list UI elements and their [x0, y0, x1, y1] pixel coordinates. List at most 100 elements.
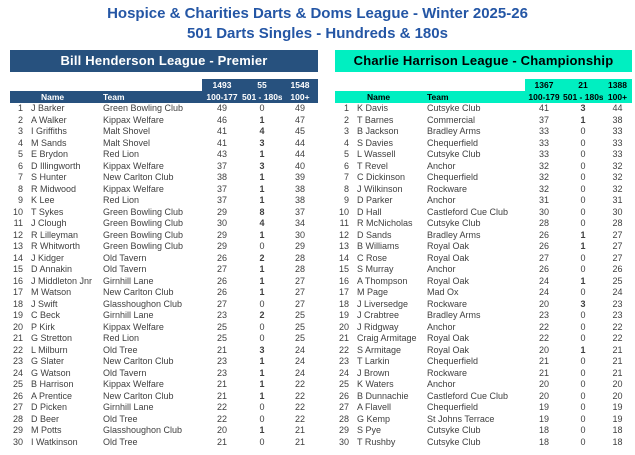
- one-eighties-cell: 0: [259, 241, 265, 251]
- one-eighties-cell: 1: [580, 344, 586, 355]
- team-cell: Green Bowling Club: [103, 206, 184, 217]
- one-eighties-cell: 1: [259, 390, 265, 401]
- player-name-cell: A Thompson: [357, 275, 408, 286]
- one-eighties-cell: 0: [580, 321, 586, 332]
- player-name-cell: G Watson: [31, 367, 71, 378]
- rank-cell: 12: [338, 229, 349, 240]
- team-cell: Anchor: [427, 321, 456, 332]
- rank-cell: 18: [338, 298, 349, 309]
- rank-cell: 19: [12, 310, 23, 320]
- total-cell: 33: [612, 137, 623, 148]
- table-row: 25 B Harrison Kippax Welfare 21 1 22: [10, 379, 318, 391]
- rank-cell: 16: [12, 275, 23, 286]
- hundreds-cell: 41: [538, 103, 549, 113]
- team-cell: Green Bowling Club: [103, 218, 184, 228]
- team-cell: Red Lion: [103, 333, 140, 343]
- team-cell: Old Tree: [103, 344, 138, 355]
- total-cell: 21: [294, 436, 305, 447]
- totals-row: 1493 55 1548: [10, 79, 318, 91]
- player-name-cell: J Crabtree: [357, 310, 400, 320]
- player-name-cell: K Davis: [357, 103, 389, 113]
- one-eighties-cell: 0: [259, 103, 265, 113]
- total-cell: 25: [294, 310, 305, 320]
- hundreds-cell: 20: [538, 344, 549, 355]
- championship-table: 1367 21 1388 Name Team 100-179 501 - 180…: [335, 79, 632, 448]
- hundreds-cell: 32: [538, 172, 549, 182]
- player-name-cell: J Liversedge: [357, 298, 409, 309]
- total-cell: 33: [612, 126, 623, 136]
- rank-cell: 7: [17, 172, 23, 182]
- one-eighties-cell: 0: [580, 390, 586, 401]
- table-row: 16 A Thompson Royal Oak 24 1 25: [335, 276, 632, 288]
- table-row: 21 Craig Armitage Royal Oak 22 0 22: [335, 333, 632, 345]
- team-cell: Girnhill Lane: [103, 402, 154, 412]
- hundreds-cell: 26: [216, 252, 227, 263]
- rank-cell: 9: [17, 195, 23, 205]
- total-cell: 28: [294, 252, 305, 263]
- hundreds-cell: 19: [538, 402, 549, 412]
- table-row: 9 D Parker Anchor 31 0 31: [335, 195, 632, 207]
- rank-cell: 6: [343, 160, 349, 171]
- player-name-cell: E Brydon: [31, 149, 69, 159]
- rank-cell: 23: [12, 356, 23, 366]
- total-cell: 25: [294, 333, 305, 343]
- table-row: 10 T Sykes Green Bowling Club 29 8 37: [10, 207, 318, 219]
- rank-cell: 23: [338, 356, 349, 366]
- table-row: 29 S Pye Cutsyke Club 18 0 18: [335, 425, 632, 437]
- team-cell: Kippax Welfare: [103, 183, 164, 194]
- table-row: 12 R Lilleyman Green Bowling Club 29 1 30: [10, 230, 318, 242]
- total-cell: 39: [294, 172, 305, 182]
- player-name-cell: T Revel: [357, 160, 388, 171]
- one-eighties-cell: 0: [580, 425, 586, 435]
- rank-cell: 8: [17, 183, 23, 194]
- total-combined: 1548: [282, 79, 318, 91]
- one-eighties-cell: 1: [259, 183, 265, 194]
- total-cell: 20: [612, 379, 623, 389]
- one-eighties-cell: 1: [259, 172, 265, 182]
- hundreds-cell: 26: [216, 287, 227, 297]
- table-row: 16 J Middleton Jnr Girnhill Lane 26 1 27: [10, 276, 318, 288]
- rank-cell: 3: [343, 126, 349, 136]
- one-eighties-cell: 4: [259, 218, 265, 228]
- hundreds-cell: 28: [538, 218, 549, 228]
- total-cell: 27: [612, 229, 623, 240]
- one-eighties-cell: 0: [580, 436, 586, 447]
- player-name-cell: R Midwood: [31, 183, 77, 194]
- total-cell: 21: [294, 425, 305, 435]
- one-eighties-cell: 0: [580, 413, 586, 424]
- table-row: 20 J Ridgway Anchor 22 0 22: [335, 322, 632, 334]
- player-name-cell: J Clough: [31, 218, 67, 228]
- table-row: 17 M Page Mad Ox 24 0 24: [335, 287, 632, 299]
- team-cell: Red Lion: [103, 149, 140, 159]
- team-cell: Girnhill Lane: [103, 275, 154, 286]
- player-name-cell: I Griffiths: [31, 126, 67, 136]
- team-cell: Royal Oak: [427, 241, 470, 251]
- hundreds-cell: 37: [216, 195, 227, 205]
- rank-cell: 11: [13, 218, 23, 228]
- player-name-cell: A Walker: [31, 114, 67, 125]
- page-title-block: Hospice & Charities Darts & Doms League …: [0, 0, 635, 44]
- hundreds-cell: 21: [538, 367, 549, 378]
- hundreds-cell: 29: [216, 229, 227, 240]
- hundreds-cell: 21: [216, 379, 227, 389]
- rank-cell: 15: [338, 264, 349, 274]
- hundreds-cell: 32: [538, 160, 549, 171]
- player-name-cell: T Barnes: [357, 114, 394, 125]
- team-cell: Anchor: [427, 379, 456, 389]
- hundreds-cell: 25: [216, 321, 227, 332]
- table-row: 14 J Kidger Old Tavern 26 2 28: [10, 253, 318, 265]
- rank-cell: 27: [338, 402, 349, 412]
- totals-spacer: [10, 79, 202, 91]
- player-name-cell: C Dickinson: [357, 172, 406, 182]
- table-row: 22 S Armitage Royal Oak 20 1 21: [335, 345, 632, 357]
- hundreds-cell: 41: [216, 126, 227, 136]
- one-eighties-cell: 0: [259, 333, 265, 343]
- rank-cell: 22: [338, 344, 349, 355]
- team-column-header: Team: [425, 91, 525, 103]
- team-cell: Old Tavern: [103, 367, 147, 378]
- team-cell: New Carlton Club: [103, 172, 174, 182]
- one-eighties-cell: 0: [580, 206, 586, 217]
- premier-table: 1493 55 1548 Name Team 100-177 501 - 180…: [10, 79, 318, 448]
- one-eighties-cell: 0: [259, 402, 265, 412]
- team-cell: Cutsyke Club: [427, 103, 481, 113]
